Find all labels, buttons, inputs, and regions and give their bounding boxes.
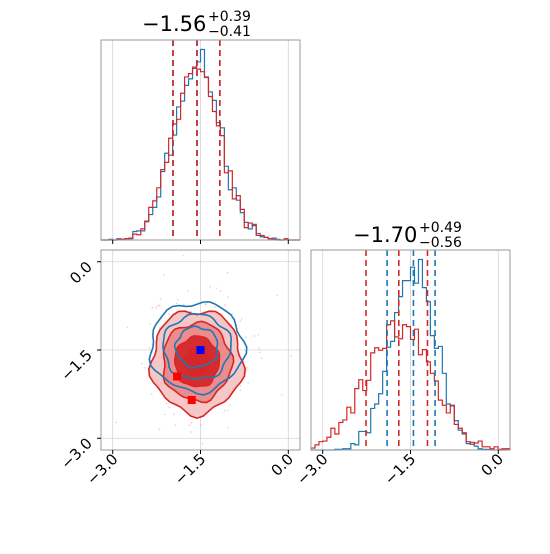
sample-point xyxy=(174,424,177,427)
sample-point xyxy=(204,303,207,306)
histogram-step-series-1 xyxy=(310,320,511,450)
tick-labels: −3.0 −1.5 0.0−3.0 −1.5 0.0−3.0−1.50.0 xyxy=(57,240,507,489)
sample-point xyxy=(126,326,129,329)
y-tick-label: −3.0 xyxy=(57,434,95,472)
sample-point xyxy=(224,304,226,307)
sample-point xyxy=(247,381,250,384)
contour-panel xyxy=(100,249,301,451)
sample-point xyxy=(258,347,261,350)
sample-point xyxy=(219,290,222,292)
sample-point xyxy=(260,357,263,359)
x-tick-label: −1.5 xyxy=(171,450,209,488)
sample-point xyxy=(227,296,230,298)
sample-point xyxy=(214,306,216,309)
sample-point xyxy=(215,287,218,290)
histogram-step-series-1 xyxy=(101,66,300,241)
histogram-panel-param2 xyxy=(310,249,511,451)
sample-point xyxy=(201,442,204,445)
sample-point xyxy=(158,428,161,431)
title-param1-minus: −0.41 xyxy=(208,24,251,40)
contour-series-0-level-2 xyxy=(173,325,219,369)
sample-point xyxy=(240,317,243,320)
sample-point xyxy=(173,413,176,416)
sample-point xyxy=(239,389,242,392)
sample-point xyxy=(163,413,166,416)
sample-point xyxy=(227,426,229,429)
title-param2-plus: +0.49 xyxy=(419,220,462,236)
sample-point xyxy=(150,393,153,395)
sample-point xyxy=(158,304,161,307)
sample-point xyxy=(209,285,211,288)
sample-point xyxy=(188,424,191,427)
sample-point xyxy=(227,409,230,412)
sample-point xyxy=(159,298,162,301)
sample-point xyxy=(200,424,203,427)
contour-series-0-level-1 xyxy=(162,312,233,380)
sample-point xyxy=(182,254,185,257)
sample-point xyxy=(143,366,146,369)
title-param1-plus: +0.39 xyxy=(208,9,251,25)
sample-point xyxy=(148,347,151,349)
sample-point xyxy=(162,274,165,277)
title-param2-minus: −0.56 xyxy=(419,235,462,251)
sample-point xyxy=(239,384,242,387)
sample-point xyxy=(245,336,247,339)
sample-point xyxy=(253,335,256,337)
y-tick-label: 0.0 xyxy=(66,258,96,288)
sample-point xyxy=(231,312,234,315)
marker-series-1-0 xyxy=(173,372,182,381)
x-tick-label: −1.5 xyxy=(381,450,419,488)
sample-point xyxy=(115,421,118,424)
x-tick-label: 0.0 xyxy=(478,450,508,480)
y-tick-label: −1.5 xyxy=(57,346,95,384)
x-tick-label: −3.0 xyxy=(83,450,121,488)
sample-point xyxy=(229,404,231,407)
sample-point xyxy=(187,290,190,293)
sample-point xyxy=(204,302,206,305)
title-param2: −1.70 xyxy=(353,223,417,247)
sample-point xyxy=(176,299,179,301)
sample-point xyxy=(246,369,248,372)
sample-point xyxy=(276,294,279,297)
sample-point xyxy=(175,302,178,305)
sample-point xyxy=(258,351,261,354)
sample-point xyxy=(141,362,143,365)
marker-series-0 xyxy=(196,346,205,354)
sample-point xyxy=(224,409,226,412)
sample-point xyxy=(154,306,157,309)
sample-point xyxy=(165,402,168,405)
sample-point xyxy=(190,421,193,424)
sample-point xyxy=(239,320,242,322)
histogram-panel-param1 xyxy=(100,39,301,241)
sample-point xyxy=(168,406,171,409)
sample-point xyxy=(157,305,159,307)
contour-series-0-level-0 xyxy=(148,301,248,396)
sample-point xyxy=(245,367,248,369)
sample-point xyxy=(167,313,170,315)
sample-point xyxy=(190,431,192,433)
x-tick-label: −3.0 xyxy=(293,450,331,488)
title-param1: −1.56 xyxy=(142,12,206,36)
sample-point xyxy=(149,322,152,325)
sample-point xyxy=(151,306,154,309)
sample-point xyxy=(226,271,229,274)
marker-series-1-1 xyxy=(187,396,196,404)
sample-point xyxy=(257,333,260,336)
sample-point xyxy=(290,355,293,358)
sample-point xyxy=(189,310,192,312)
sample-point xyxy=(182,303,185,306)
sample-point xyxy=(280,394,283,397)
